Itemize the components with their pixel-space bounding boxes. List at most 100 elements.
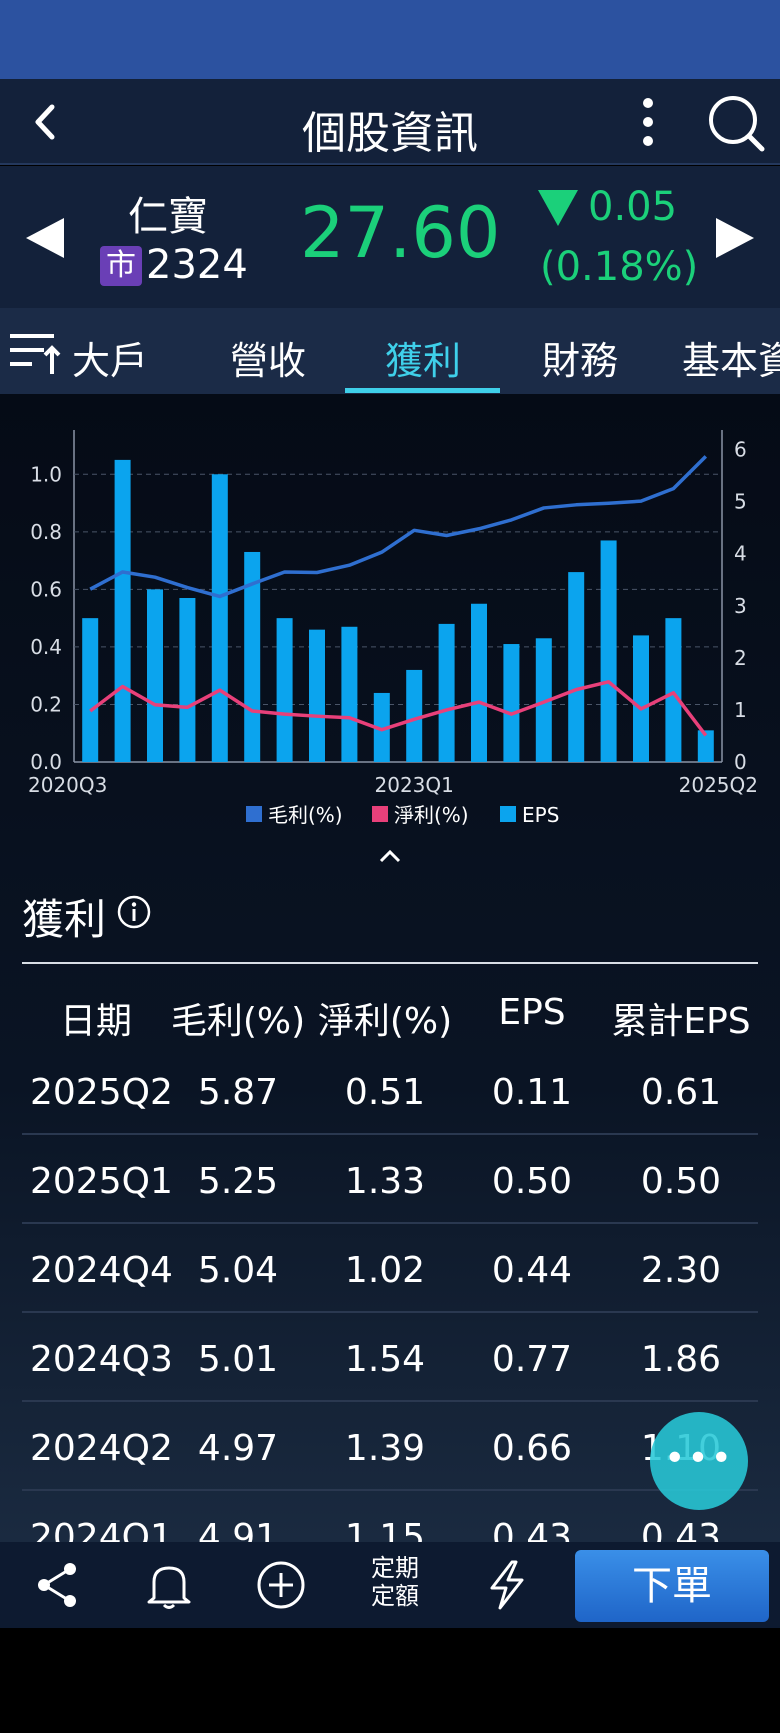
stock-name: 仁寶 — [128, 194, 208, 240]
cell-net-margin: 1.02 — [344, 1250, 426, 1291]
header-date: 日期 — [59, 1001, 132, 1042]
lightning-icon[interactable] — [482, 1560, 532, 1610]
table-row[interactable]: 2025Q1 5.25 1.33 0.50 0.50 — [22, 1135, 758, 1224]
quote-bar: 仁寶 市 2324 27.60 0.05 (0.18%) — [0, 166, 780, 308]
next-stock-button[interactable] — [712, 216, 756, 260]
legend-label: EPS — [522, 803, 559, 827]
right-tick-label: 5 — [734, 490, 747, 514]
cell-cumulative-eps: 1.86 — [640, 1339, 722, 1380]
legend-label: 淨利(%) — [394, 803, 469, 827]
page-title: 個股資訊 — [302, 108, 478, 159]
cell-eps: 0.43 — [491, 1517, 573, 1542]
x-tick-label: 2023Q1 — [375, 773, 454, 797]
eps-bar — [211, 474, 228, 762]
cell-date: 2024Q1 — [30, 1517, 173, 1542]
active-tab-indicator — [345, 388, 500, 393]
cell-eps: 0.44 — [491, 1250, 573, 1291]
tab-major-holders[interactable]: 大戶 — [72, 339, 149, 383]
cell-eps: 0.66 — [491, 1428, 573, 1469]
eps-bar — [309, 629, 325, 762]
eps-bar — [179, 598, 196, 762]
floating-menu-button[interactable]: ••• — [650, 1412, 748, 1510]
right-tick-label: 4 — [734, 542, 747, 566]
eps-bar — [406, 669, 423, 762]
header-cumulative-eps: 累計EPS — [611, 1001, 751, 1042]
cell-gross-margin: 5.87 — [197, 1072, 279, 1113]
legend-label: 毛利(%) — [268, 803, 343, 827]
prev-stock-button[interactable] — [24, 216, 68, 260]
eps-bar — [633, 635, 649, 762]
add-circle-icon[interactable] — [256, 1560, 306, 1610]
header-net-margin: 淨利(%) — [317, 1001, 453, 1042]
left-tick-label: 0.6 — [30, 577, 62, 601]
cell-gross-margin: 5.04 — [197, 1250, 279, 1291]
bell-icon[interactable] — [144, 1560, 194, 1610]
table-row[interactable]: 2024Q3 5.01 1.54 0.77 1.86 — [22, 1313, 758, 1402]
left-tick-label: 1.0 — [30, 462, 62, 486]
eps-bar — [114, 459, 131, 762]
header-gross-margin: 毛利(%) — [170, 1001, 306, 1042]
price-change-percent: (0.18%) — [540, 244, 699, 290]
right-tick-label: 2 — [734, 646, 747, 670]
cell-net-margin: 1.54 — [344, 1339, 426, 1380]
cell-cumulative-eps: 2.30 — [640, 1250, 722, 1291]
eps-bar — [568, 572, 585, 762]
cell-eps: 0.11 — [491, 1072, 573, 1113]
legend-swatch — [372, 806, 388, 822]
table-row[interactable]: 2024Q1 4.91 1.15 0.43 0.43 — [22, 1491, 758, 1542]
eps-bar — [697, 730, 714, 762]
cell-gross-margin: 5.01 — [197, 1339, 279, 1380]
cell-cumulative-eps: 0.43 — [640, 1517, 722, 1542]
regular-investment-button[interactable]: 定期 定額 — [360, 1554, 430, 1610]
cell-eps: 0.50 — [491, 1161, 573, 1202]
cell-gross-margin: 4.97 — [197, 1428, 279, 1469]
table-row[interactable]: 2024Q4 5.04 1.02 0.44 2.30 — [22, 1224, 758, 1313]
info-icon[interactable] — [116, 894, 152, 930]
bottom-toolbar: 定期 定額 下單 — [0, 1542, 780, 1628]
content-area: 0.0 0.2 0.4 0.6 0.8 1.0 0 1 2 3 4 5 6 2020Q3 2023Q1 202… — [0, 394, 780, 1542]
back-button[interactable] — [22, 97, 72, 147]
down-triangle-icon — [538, 190, 578, 226]
cell-eps: 0.77 — [491, 1339, 573, 1380]
eps-bar — [471, 603, 487, 762]
section-divider — [22, 962, 758, 964]
eps-bar — [341, 626, 358, 762]
cell-net-margin: 0.51 — [344, 1072, 426, 1113]
cell-net-margin: 1.39 — [344, 1428, 426, 1469]
eps-bar — [665, 618, 682, 762]
cell-gross-margin: 5.25 — [197, 1161, 279, 1202]
title-bar: 個股資訊 — [0, 79, 780, 165]
filter-sort-icon[interactable] — [8, 330, 62, 376]
table-row[interactable]: 2025Q2 5.87 0.51 0.11 0.61 — [22, 1046, 758, 1135]
tab-bar: 大戶 營收 獲利 財務 基本資 — [0, 308, 780, 394]
table-header: 日期 毛利(%) 淨利(%) EPS 累計EPS — [22, 992, 758, 1042]
net-margin-line — [89, 680, 708, 737]
tab-basic-info[interactable]: 基本資 — [682, 339, 780, 383]
place-order-button[interactable]: 下單 — [575, 1550, 769, 1622]
more-button[interactable] — [628, 95, 668, 149]
left-tick-label: 0.4 — [30, 635, 62, 659]
right-tick-label: 1 — [734, 698, 747, 722]
stock-price: 27.60 — [300, 192, 501, 274]
left-tick-label: 0.8 — [30, 520, 62, 544]
share-icon[interactable] — [32, 1560, 82, 1610]
chevron-up-icon[interactable] — [375, 846, 405, 866]
tab-profit[interactable]: 獲利 — [385, 339, 462, 383]
tab-finance[interactable]: 財務 — [542, 339, 619, 383]
cell-cumulative-eps: 0.61 — [640, 1072, 722, 1113]
left-tick-label: 0.0 — [30, 750, 62, 774]
eps-bar — [373, 692, 390, 762]
dca-label-line1: 定期 — [371, 1554, 419, 1582]
right-tick-label: 0 — [734, 750, 747, 774]
search-button[interactable] — [706, 93, 766, 153]
search-icon — [709, 96, 765, 152]
more-horizontal-icon: ••• — [664, 1438, 734, 1479]
right-tick-label: 6 — [734, 438, 747, 462]
x-tick-label: 2025Q2 — [679, 773, 758, 797]
right-tick-label: 3 — [734, 594, 747, 618]
tab-revenue[interactable]: 營收 — [230, 339, 307, 383]
eps-bar — [276, 618, 293, 762]
legend-swatch — [500, 806, 516, 822]
eps-bar — [503, 644, 520, 762]
